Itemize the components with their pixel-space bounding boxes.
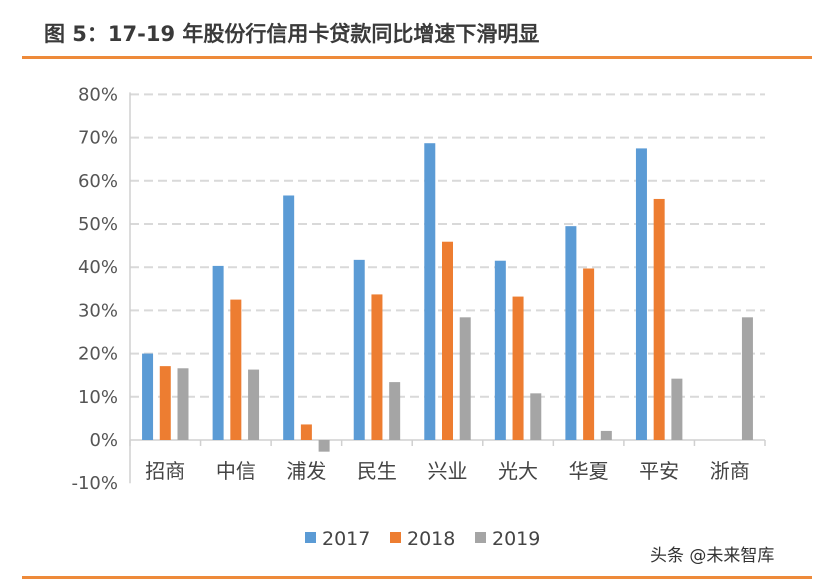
- bar-2017-中信: [212, 265, 224, 440]
- legend-swatch-2019: [475, 532, 486, 543]
- legend-swatch-2017: [305, 532, 316, 543]
- bar-2017-华夏: [565, 226, 577, 440]
- bar-2017-兴业: [424, 143, 436, 440]
- x-category-label: 民生: [357, 459, 397, 483]
- y-tick-label: 70%: [78, 128, 118, 149]
- y-tick-label: 20%: [78, 344, 118, 365]
- y-tick-label: 50%: [78, 214, 118, 235]
- bar-2018-浦发: [300, 424, 312, 440]
- y-tick-label: 30%: [78, 300, 118, 321]
- bar-2019-平安: [671, 378, 683, 440]
- watermark: 头条 @未来智库: [650, 546, 775, 566]
- x-category-label: 光大: [498, 459, 538, 483]
- bar-2018-民生: [371, 294, 383, 440]
- legend-label-2019: 2019: [492, 528, 540, 550]
- chart-title: 图 5：17-19 年股份行信用卡贷款同比增速下滑明显: [44, 22, 540, 46]
- legend-swatch-2018: [390, 532, 401, 543]
- bottom-divider: [22, 576, 812, 579]
- bar-2018-兴业: [442, 241, 453, 440]
- x-category-label: 华夏: [569, 459, 609, 483]
- x-category-label: 浦发: [286, 459, 326, 483]
- bar-2019-招商: [177, 368, 189, 440]
- legend-label-2017: 2017: [322, 528, 370, 550]
- bar-2019-华夏: [600, 430, 612, 440]
- bar-2019-兴业: [459, 317, 471, 440]
- y-tick-label: 80%: [78, 84, 118, 105]
- y-tick-label: -10%: [71, 473, 118, 494]
- bar-2018-光大: [512, 296, 524, 440]
- title-divider: [22, 56, 812, 59]
- legend-label-2018: 2018: [407, 528, 455, 550]
- bar-2019-民生: [389, 382, 401, 440]
- bar-2017-招商: [142, 353, 154, 440]
- x-category-label: 招商: [145, 459, 185, 483]
- bar-2017-浦发: [283, 195, 295, 440]
- y-tick-label: 10%: [78, 387, 118, 408]
- x-category-label: 中信: [216, 459, 256, 483]
- bar-2018-平安: [653, 198, 665, 440]
- bar-2018-招商: [159, 366, 171, 440]
- bar-2019-光大: [530, 393, 542, 440]
- bar-2019-浦发: [318, 440, 330, 452]
- bar-2017-民生: [353, 259, 365, 440]
- bar-2017-光大: [494, 260, 506, 440]
- bar-2019-中信: [248, 369, 260, 440]
- bar-2017-平安: [635, 148, 647, 440]
- y-tick-label: 40%: [78, 257, 118, 278]
- x-category-label: 浙商: [710, 459, 750, 483]
- y-tick-label: 60%: [78, 171, 118, 192]
- bar-2018-中信: [230, 299, 242, 440]
- y-tick-label: 0%: [89, 430, 118, 451]
- bar-2019-浙商: [741, 317, 753, 440]
- x-category-label: 平安: [639, 459, 679, 483]
- bar-2018-华夏: [583, 268, 595, 440]
- x-category-label: 兴业: [428, 459, 468, 483]
